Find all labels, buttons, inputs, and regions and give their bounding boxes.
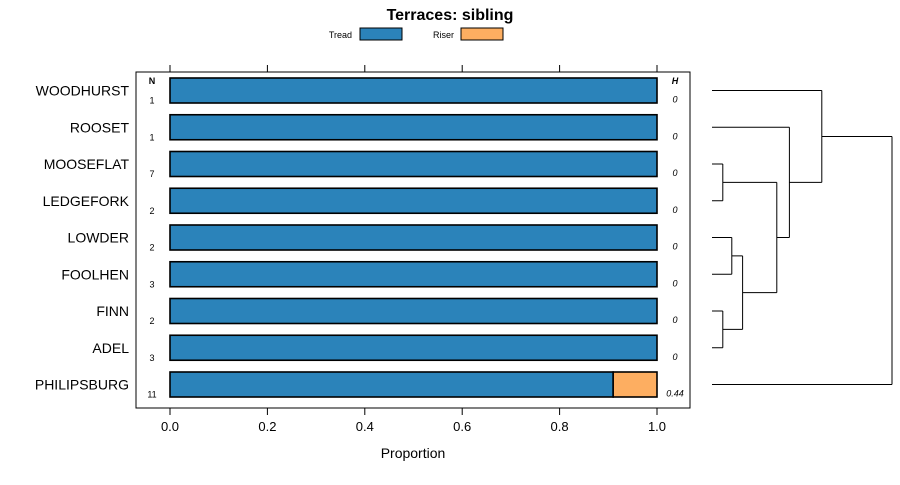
chart-title: Terraces: sibling <box>387 7 514 24</box>
h-value-foolhen: 0 <box>672 278 677 288</box>
x-tick-label-0: 0.0 <box>161 419 179 434</box>
h-value-finn: 0 <box>672 315 677 325</box>
bar-woodhurst-tread <box>169 77 658 104</box>
h-value-philipsburg: 0.44 <box>666 389 684 399</box>
bar-group <box>169 77 658 398</box>
legend-swatch-riser <box>460 27 504 41</box>
h-value-ledgefork: 0 <box>672 205 677 215</box>
x-tick-label-1: 0.2 <box>258 419 276 434</box>
row-label-rooset: ROOSET <box>70 119 130 135</box>
h-value-woodhurst: 0 <box>672 95 677 105</box>
n-value-finn: 2 <box>149 316 154 326</box>
x-tick-label-3: 0.6 <box>453 419 471 434</box>
h-value-mooseflat: 0 <box>672 168 677 178</box>
bar-philipsburg-tread <box>169 371 614 398</box>
n-value-lowder: 2 <box>149 243 154 253</box>
n-value-woodhurst: 1 <box>149 96 154 106</box>
row-label-ledgefork: LEDGEFORK <box>43 193 130 209</box>
row-label-woodhurst: WOODHURST <box>36 83 130 99</box>
row-label-lowder: LOWDER <box>68 230 129 246</box>
n-column-header: N <box>149 76 156 86</box>
bar-lowder-tread <box>169 224 658 251</box>
n-value-mooseflat: 7 <box>149 169 154 179</box>
x-tick-label-4: 0.8 <box>551 419 569 434</box>
row-label-mooseflat: MOOSEFLAT <box>44 156 130 172</box>
row-label-group: WOODHURST ROOSET MOOSEFLAT LEDGEFORK LOWDER F… <box>35 83 130 393</box>
x-axis-label: Proportion <box>381 445 446 461</box>
bar-ledgefork-tread <box>169 187 658 215</box>
x-axis: 0.0 0.2 0.4 0.6 0.8 1.0 <box>161 65 666 434</box>
legend-swatch-tread <box>359 27 403 41</box>
row-label-finn: FINN <box>96 303 129 319</box>
x-tick-label-2: 0.4 <box>356 419 374 434</box>
plot-frame <box>135 71 691 409</box>
n-value-ledgefork: 2 <box>149 206 154 216</box>
n-value-philipsburg: 11 <box>147 390 156 400</box>
bar-adel-tread <box>169 334 658 362</box>
legend-label-tread: Tread <box>329 30 352 40</box>
h-value-lowder: 0 <box>672 242 677 252</box>
h-column-header: H <box>672 76 679 86</box>
row-label-foolhen: FOOLHEN <box>61 266 129 282</box>
h-value-group: 0 0 0 0 0 0 0 0 0.44 <box>666 95 684 399</box>
n-value-rooset: 1 <box>149 132 154 142</box>
n-value-adel: 3 <box>149 353 154 363</box>
bar-mooseflat-tread <box>169 150 658 178</box>
row-label-philipsburg: PHILIPSBURG <box>35 377 129 393</box>
row-label-adel: ADEL <box>92 340 129 356</box>
bar-finn-tread <box>169 297 658 325</box>
legend: Tread Riser <box>329 27 504 41</box>
n-value-foolhen: 3 <box>149 279 154 289</box>
h-value-rooset: 0 <box>672 131 677 141</box>
bar-philipsburg-riser <box>612 371 658 398</box>
legend-label-riser: Riser <box>433 30 454 40</box>
dendrogram <box>712 90 893 385</box>
bar-rooset-tread <box>169 113 658 141</box>
x-tick-label-5: 1.0 <box>648 419 666 434</box>
bar-foolhen-tread <box>169 260 658 288</box>
h-value-adel: 0 <box>672 352 677 362</box>
